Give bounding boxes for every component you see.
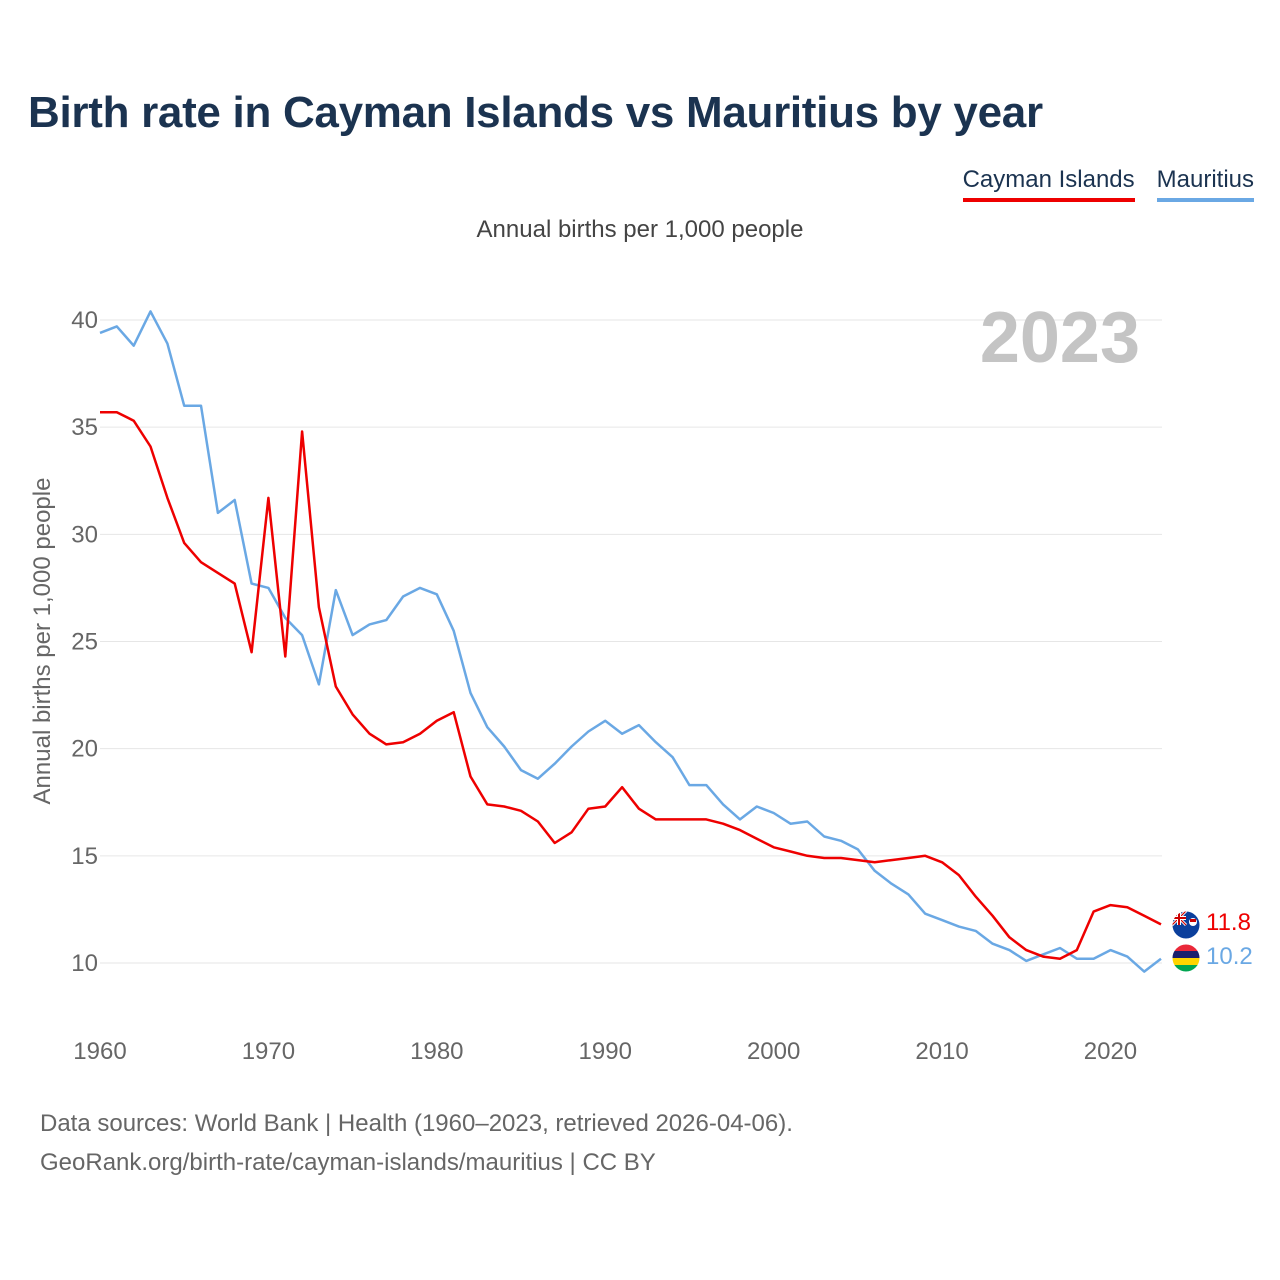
- x-axis-ticks: 1960 1970 1980 1990 2000 2010 2020: [73, 1038, 1137, 1065]
- data-source-line: Data sources: World Bank | Health (1960–…: [40, 1110, 793, 1137]
- chart-title: Birth rate in Cayman Islands vs Mauritiu…: [28, 88, 1043, 137]
- series-line-cayman-islands[interactable]: [100, 410, 1162, 960]
- x-tick-label: 2020: [1084, 1038, 1137, 1065]
- legend: Cayman Islands Mauritius: [962, 166, 1254, 202]
- x-tick-label: 1970: [242, 1038, 295, 1065]
- y-tick-label: 10: [71, 950, 98, 977]
- legend-item-mauritius[interactable]: Mauritius: [1156, 166, 1254, 202]
- y-tick-label: 35: [71, 414, 98, 441]
- y-tick-label: 25: [71, 629, 98, 656]
- x-tick-label: 2000: [747, 1038, 800, 1065]
- source-url-line[interactable]: GeoRank.org/birth-rate/cayman-islands/ma…: [40, 1149, 656, 1176]
- y-axis-label: Annual births per 1,000 people: [29, 478, 56, 805]
- y-tick-label: 20: [71, 736, 98, 763]
- end-value-label-mauritius: 10.2: [1206, 943, 1253, 970]
- series-lines: [99, 310, 1162, 973]
- y-axis-ticks: 10 15 20 25 30 35 40: [71, 307, 98, 977]
- x-tick-label: 1980: [410, 1038, 463, 1065]
- current-year-watermark: 2023: [980, 298, 1140, 378]
- y-tick-label: 40: [71, 307, 98, 334]
- x-tick-label: 1960: [73, 1038, 126, 1065]
- x-tick-label: 2010: [915, 1038, 968, 1065]
- legend-item-cayman-islands[interactable]: Cayman Islands: [962, 166, 1135, 202]
- chart-subtitle: Annual births per 1,000 people: [476, 216, 804, 243]
- footer: Data sources: World Bank | Health (1960–…: [40, 1104, 793, 1182]
- y-tick-label: 30: [71, 521, 98, 548]
- y-tick-label: 15: [71, 843, 98, 870]
- gridlines: [100, 319, 1162, 964]
- x-tick-label: 1990: [579, 1038, 632, 1065]
- end-value-label-cayman-islands: 11.8: [1206, 909, 1251, 936]
- mauritius-flag-icon: [1172, 944, 1200, 972]
- series-line-mauritius[interactable]: [99, 310, 1162, 973]
